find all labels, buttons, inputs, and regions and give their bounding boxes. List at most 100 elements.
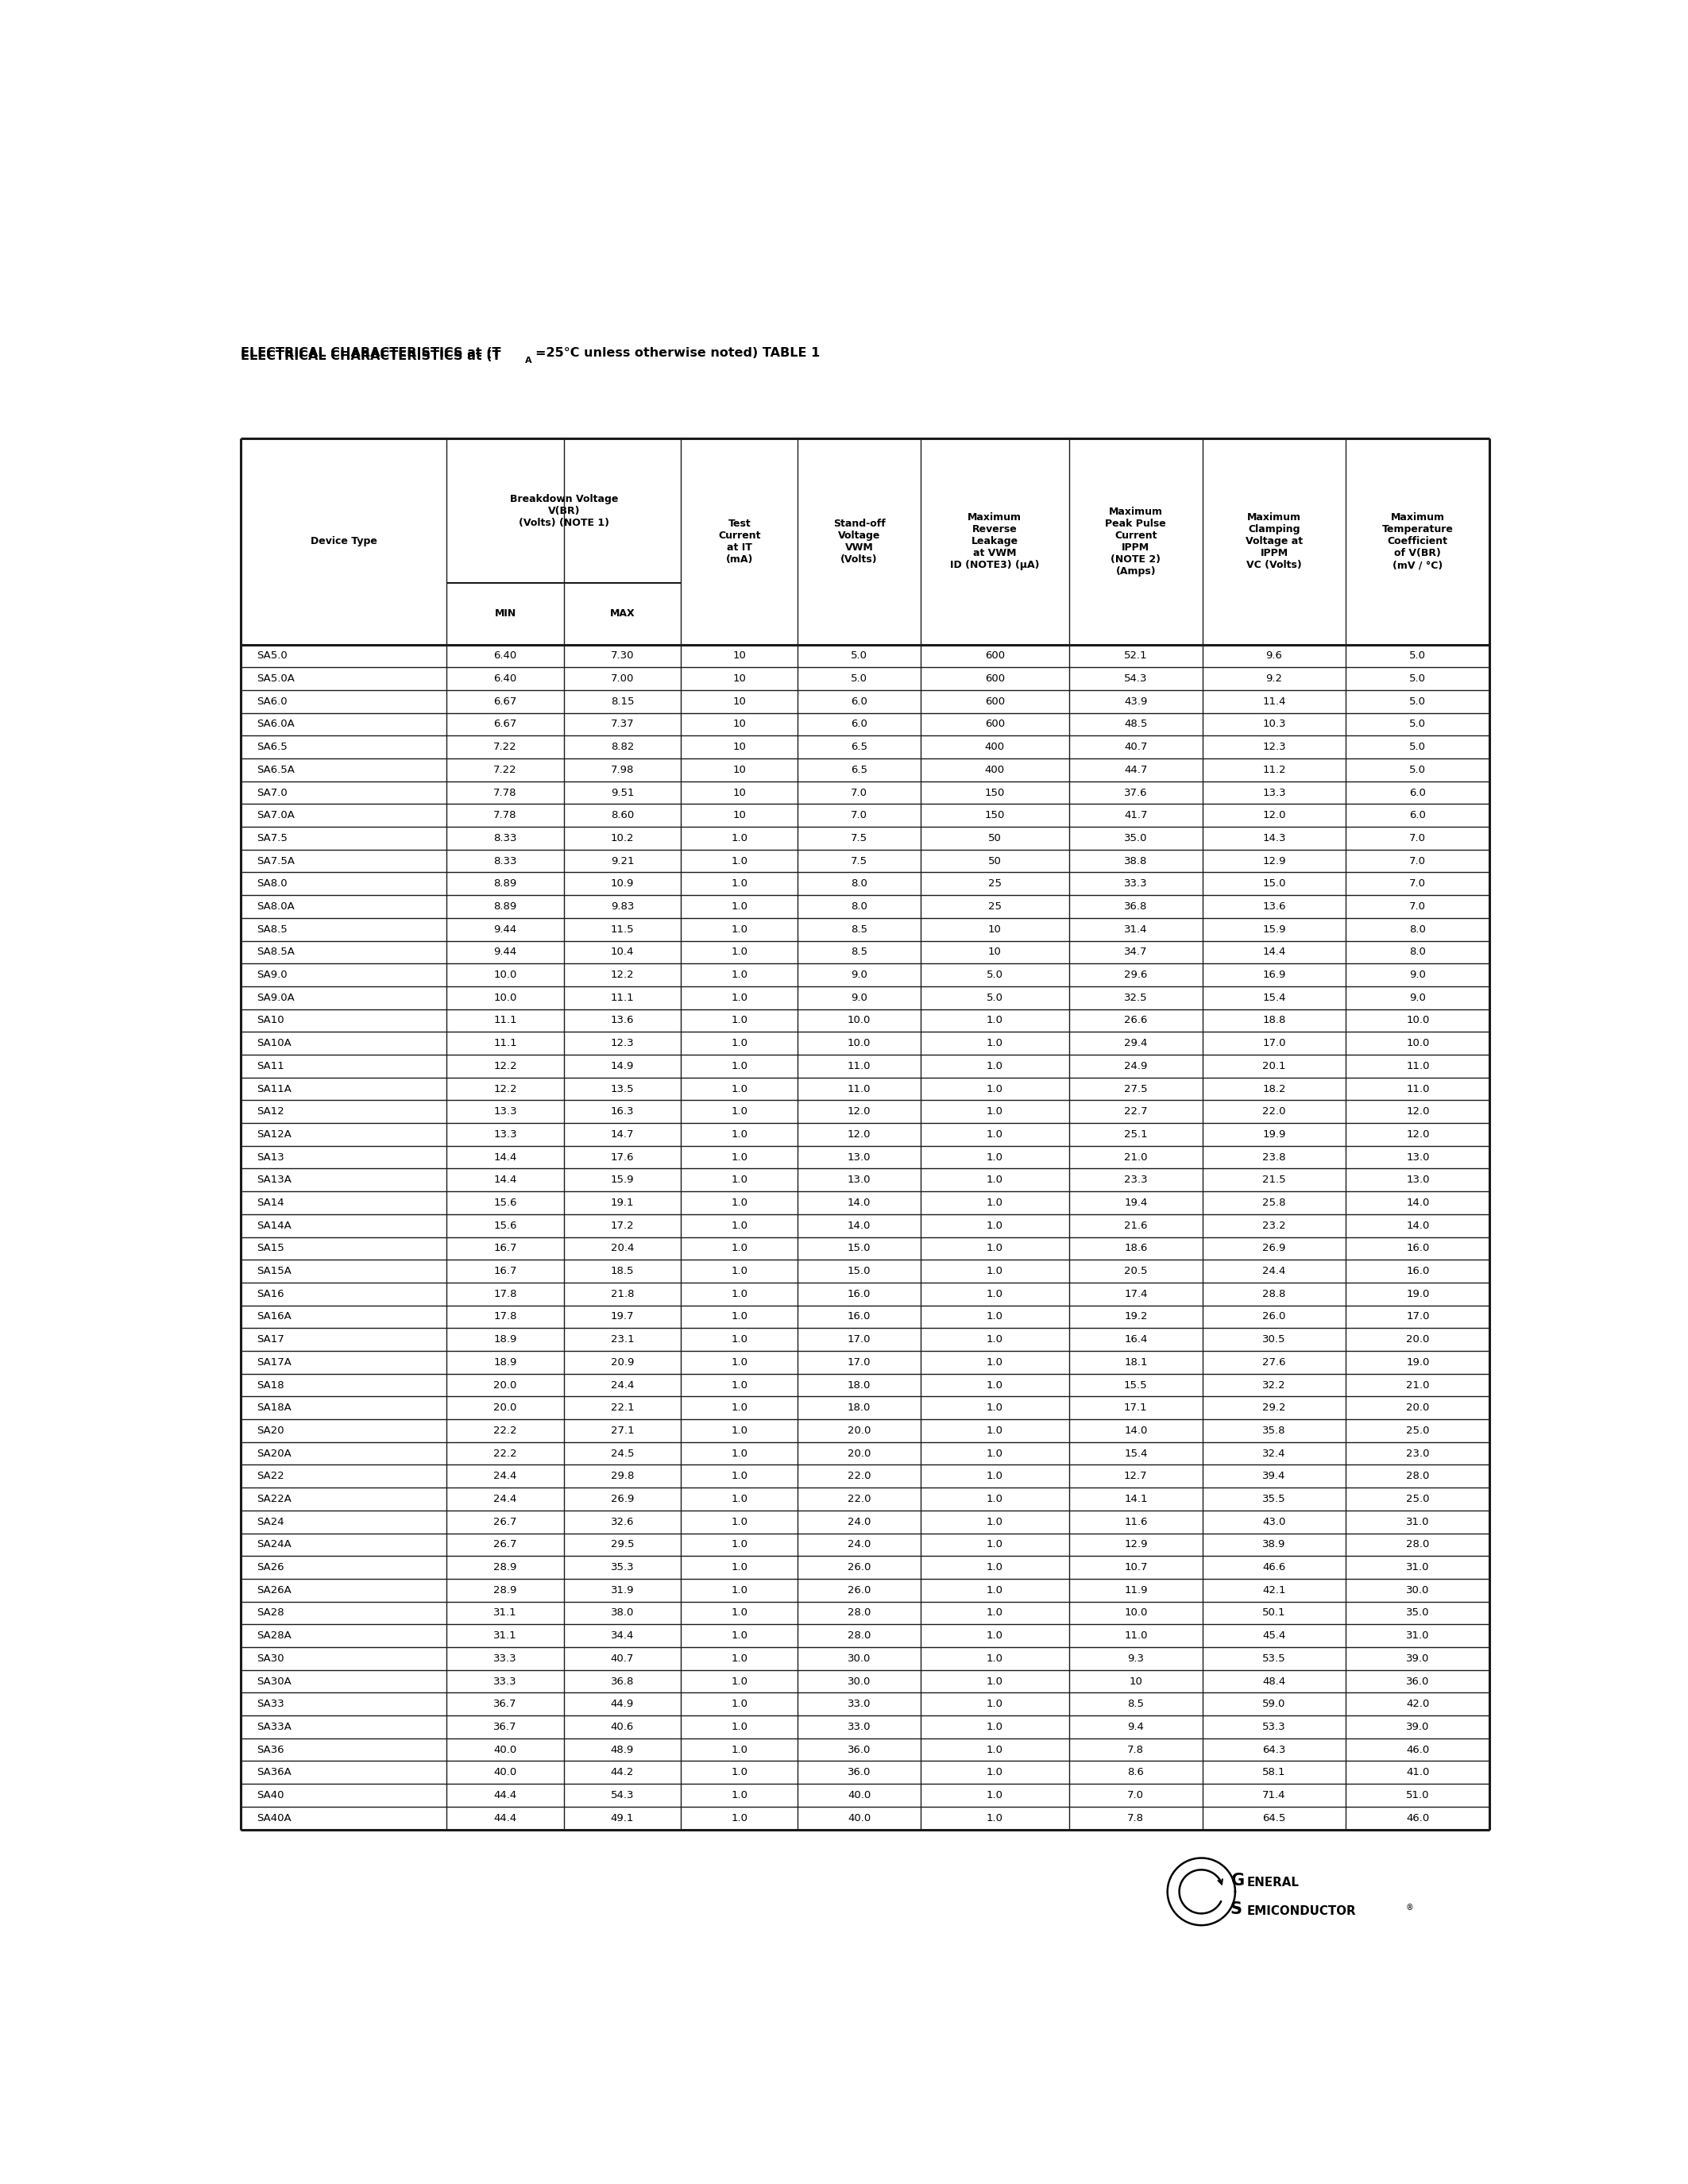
Text: 28.8: 28.8 xyxy=(1263,1289,1286,1299)
Text: 20.4: 20.4 xyxy=(611,1243,635,1254)
Text: 1.0: 1.0 xyxy=(986,1813,1003,1824)
Text: 1.0: 1.0 xyxy=(731,1516,748,1527)
Text: SA6.5A: SA6.5A xyxy=(257,764,295,775)
Text: 10: 10 xyxy=(987,924,1001,935)
Text: MAX: MAX xyxy=(609,609,635,618)
Text: 5.0: 5.0 xyxy=(1409,764,1426,775)
Text: 10.0: 10.0 xyxy=(847,1037,871,1048)
Text: SA6.0A: SA6.0A xyxy=(257,719,295,729)
Text: 38.8: 38.8 xyxy=(1124,856,1148,867)
Text: 26.0: 26.0 xyxy=(847,1562,871,1572)
Text: 26.6: 26.6 xyxy=(1124,1016,1148,1026)
Text: 34.4: 34.4 xyxy=(611,1631,635,1640)
Text: 41.7: 41.7 xyxy=(1124,810,1148,821)
Text: 17.6: 17.6 xyxy=(611,1151,635,1162)
Text: SA12A: SA12A xyxy=(257,1129,292,1140)
Text: 38.0: 38.0 xyxy=(611,1607,635,1618)
Text: 16.0: 16.0 xyxy=(1406,1243,1430,1254)
Text: 8.33: 8.33 xyxy=(493,856,517,867)
Text: 22.0: 22.0 xyxy=(847,1472,871,1481)
Text: 1.0: 1.0 xyxy=(731,1289,748,1299)
Text: 7.22: 7.22 xyxy=(493,743,517,751)
Text: 23.3: 23.3 xyxy=(1124,1175,1148,1186)
Text: 7.8: 7.8 xyxy=(1128,1813,1144,1824)
Text: 7.0: 7.0 xyxy=(1128,1791,1144,1800)
Text: 26.0: 26.0 xyxy=(847,1586,871,1594)
Text: 1.0: 1.0 xyxy=(986,1472,1003,1481)
Text: 6.0: 6.0 xyxy=(1409,810,1426,821)
Text: 24.4: 24.4 xyxy=(1263,1267,1286,1275)
Text: 24.0: 24.0 xyxy=(847,1516,871,1527)
Text: SA24: SA24 xyxy=(257,1516,285,1527)
Text: 1.0: 1.0 xyxy=(731,1721,748,1732)
Text: 29.5: 29.5 xyxy=(611,1540,635,1551)
Text: 24.0: 24.0 xyxy=(847,1540,871,1551)
Text: 36.8: 36.8 xyxy=(1124,902,1148,911)
Text: 53.5: 53.5 xyxy=(1263,1653,1286,1664)
Text: 7.00: 7.00 xyxy=(611,673,635,684)
Text: 1.0: 1.0 xyxy=(986,1221,1003,1232)
Text: 150: 150 xyxy=(984,788,1004,797)
Text: 1.0: 1.0 xyxy=(731,1356,748,1367)
Text: 1.0: 1.0 xyxy=(731,1151,748,1162)
Text: 1.0: 1.0 xyxy=(986,1356,1003,1367)
Text: 59.0: 59.0 xyxy=(1263,1699,1286,1710)
Text: 39.0: 39.0 xyxy=(1406,1721,1430,1732)
Text: 18.0: 18.0 xyxy=(847,1380,871,1391)
Text: 7.0: 7.0 xyxy=(1409,856,1426,867)
Text: 23.1: 23.1 xyxy=(611,1334,635,1345)
Text: 9.44: 9.44 xyxy=(493,924,517,935)
Text: 29.2: 29.2 xyxy=(1263,1402,1286,1413)
Text: 14.0: 14.0 xyxy=(1124,1426,1148,1435)
Text: SA22: SA22 xyxy=(257,1472,285,1481)
Text: 44.4: 44.4 xyxy=(493,1813,517,1824)
Text: 600: 600 xyxy=(984,673,1004,684)
Text: Stand-off
Voltage
VWM
(Volts): Stand-off Voltage VWM (Volts) xyxy=(832,518,885,566)
Text: 8.0: 8.0 xyxy=(1409,948,1426,957)
Text: 19.0: 19.0 xyxy=(1406,1356,1430,1367)
Text: 1.0: 1.0 xyxy=(731,1129,748,1140)
Text: 19.1: 19.1 xyxy=(611,1197,635,1208)
Text: 23.0: 23.0 xyxy=(1406,1448,1430,1459)
Text: SA6.5: SA6.5 xyxy=(257,743,289,751)
Text: 14.4: 14.4 xyxy=(493,1151,517,1162)
Text: 1.0: 1.0 xyxy=(986,1699,1003,1710)
Text: 25: 25 xyxy=(987,878,1001,889)
Text: SA24A: SA24A xyxy=(257,1540,292,1551)
Text: 1.0: 1.0 xyxy=(731,856,748,867)
Text: 1.0: 1.0 xyxy=(986,1494,1003,1505)
Text: 46.6: 46.6 xyxy=(1263,1562,1286,1572)
Text: 11.1: 11.1 xyxy=(493,1037,517,1048)
Text: ENERAL: ENERAL xyxy=(1247,1876,1300,1889)
Text: 20.9: 20.9 xyxy=(611,1356,635,1367)
Text: 21.6: 21.6 xyxy=(1124,1221,1148,1232)
Text: 43.0: 43.0 xyxy=(1263,1516,1286,1527)
Text: 31.4: 31.4 xyxy=(1124,924,1148,935)
Text: 10: 10 xyxy=(733,651,746,662)
Text: 15.6: 15.6 xyxy=(493,1197,517,1208)
Text: 11.6: 11.6 xyxy=(1124,1516,1148,1527)
Text: 10: 10 xyxy=(1129,1675,1143,1686)
Text: 1.0: 1.0 xyxy=(986,1631,1003,1640)
Text: 6.40: 6.40 xyxy=(493,651,517,662)
Text: 36.0: 36.0 xyxy=(847,1767,871,1778)
Text: SA5.0: SA5.0 xyxy=(257,651,289,662)
Text: 5.0: 5.0 xyxy=(1409,697,1426,708)
Text: 32.4: 32.4 xyxy=(1263,1448,1286,1459)
Text: 20.1: 20.1 xyxy=(1263,1061,1286,1070)
Text: 6.0: 6.0 xyxy=(1409,788,1426,797)
Text: 14.3: 14.3 xyxy=(1263,832,1286,843)
Text: 13.3: 13.3 xyxy=(1263,788,1286,797)
Text: 45.4: 45.4 xyxy=(1263,1631,1286,1640)
Text: 7.78: 7.78 xyxy=(493,810,517,821)
Text: 40.0: 40.0 xyxy=(493,1745,517,1754)
Text: 30.0: 30.0 xyxy=(847,1653,871,1664)
Text: 1.0: 1.0 xyxy=(986,1607,1003,1618)
Text: 1.0: 1.0 xyxy=(986,1334,1003,1345)
Text: 13.0: 13.0 xyxy=(1406,1175,1430,1186)
Text: 15.0: 15.0 xyxy=(847,1243,871,1254)
Text: 40.6: 40.6 xyxy=(611,1721,635,1732)
Text: SA8.5A: SA8.5A xyxy=(257,948,295,957)
Text: 1.0: 1.0 xyxy=(986,1107,1003,1116)
Text: 9.83: 9.83 xyxy=(611,902,635,911)
